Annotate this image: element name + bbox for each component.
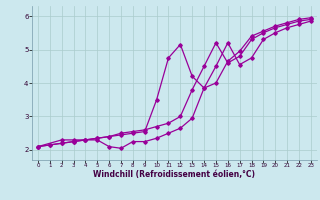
- X-axis label: Windchill (Refroidissement éolien,°C): Windchill (Refroidissement éolien,°C): [93, 170, 255, 179]
